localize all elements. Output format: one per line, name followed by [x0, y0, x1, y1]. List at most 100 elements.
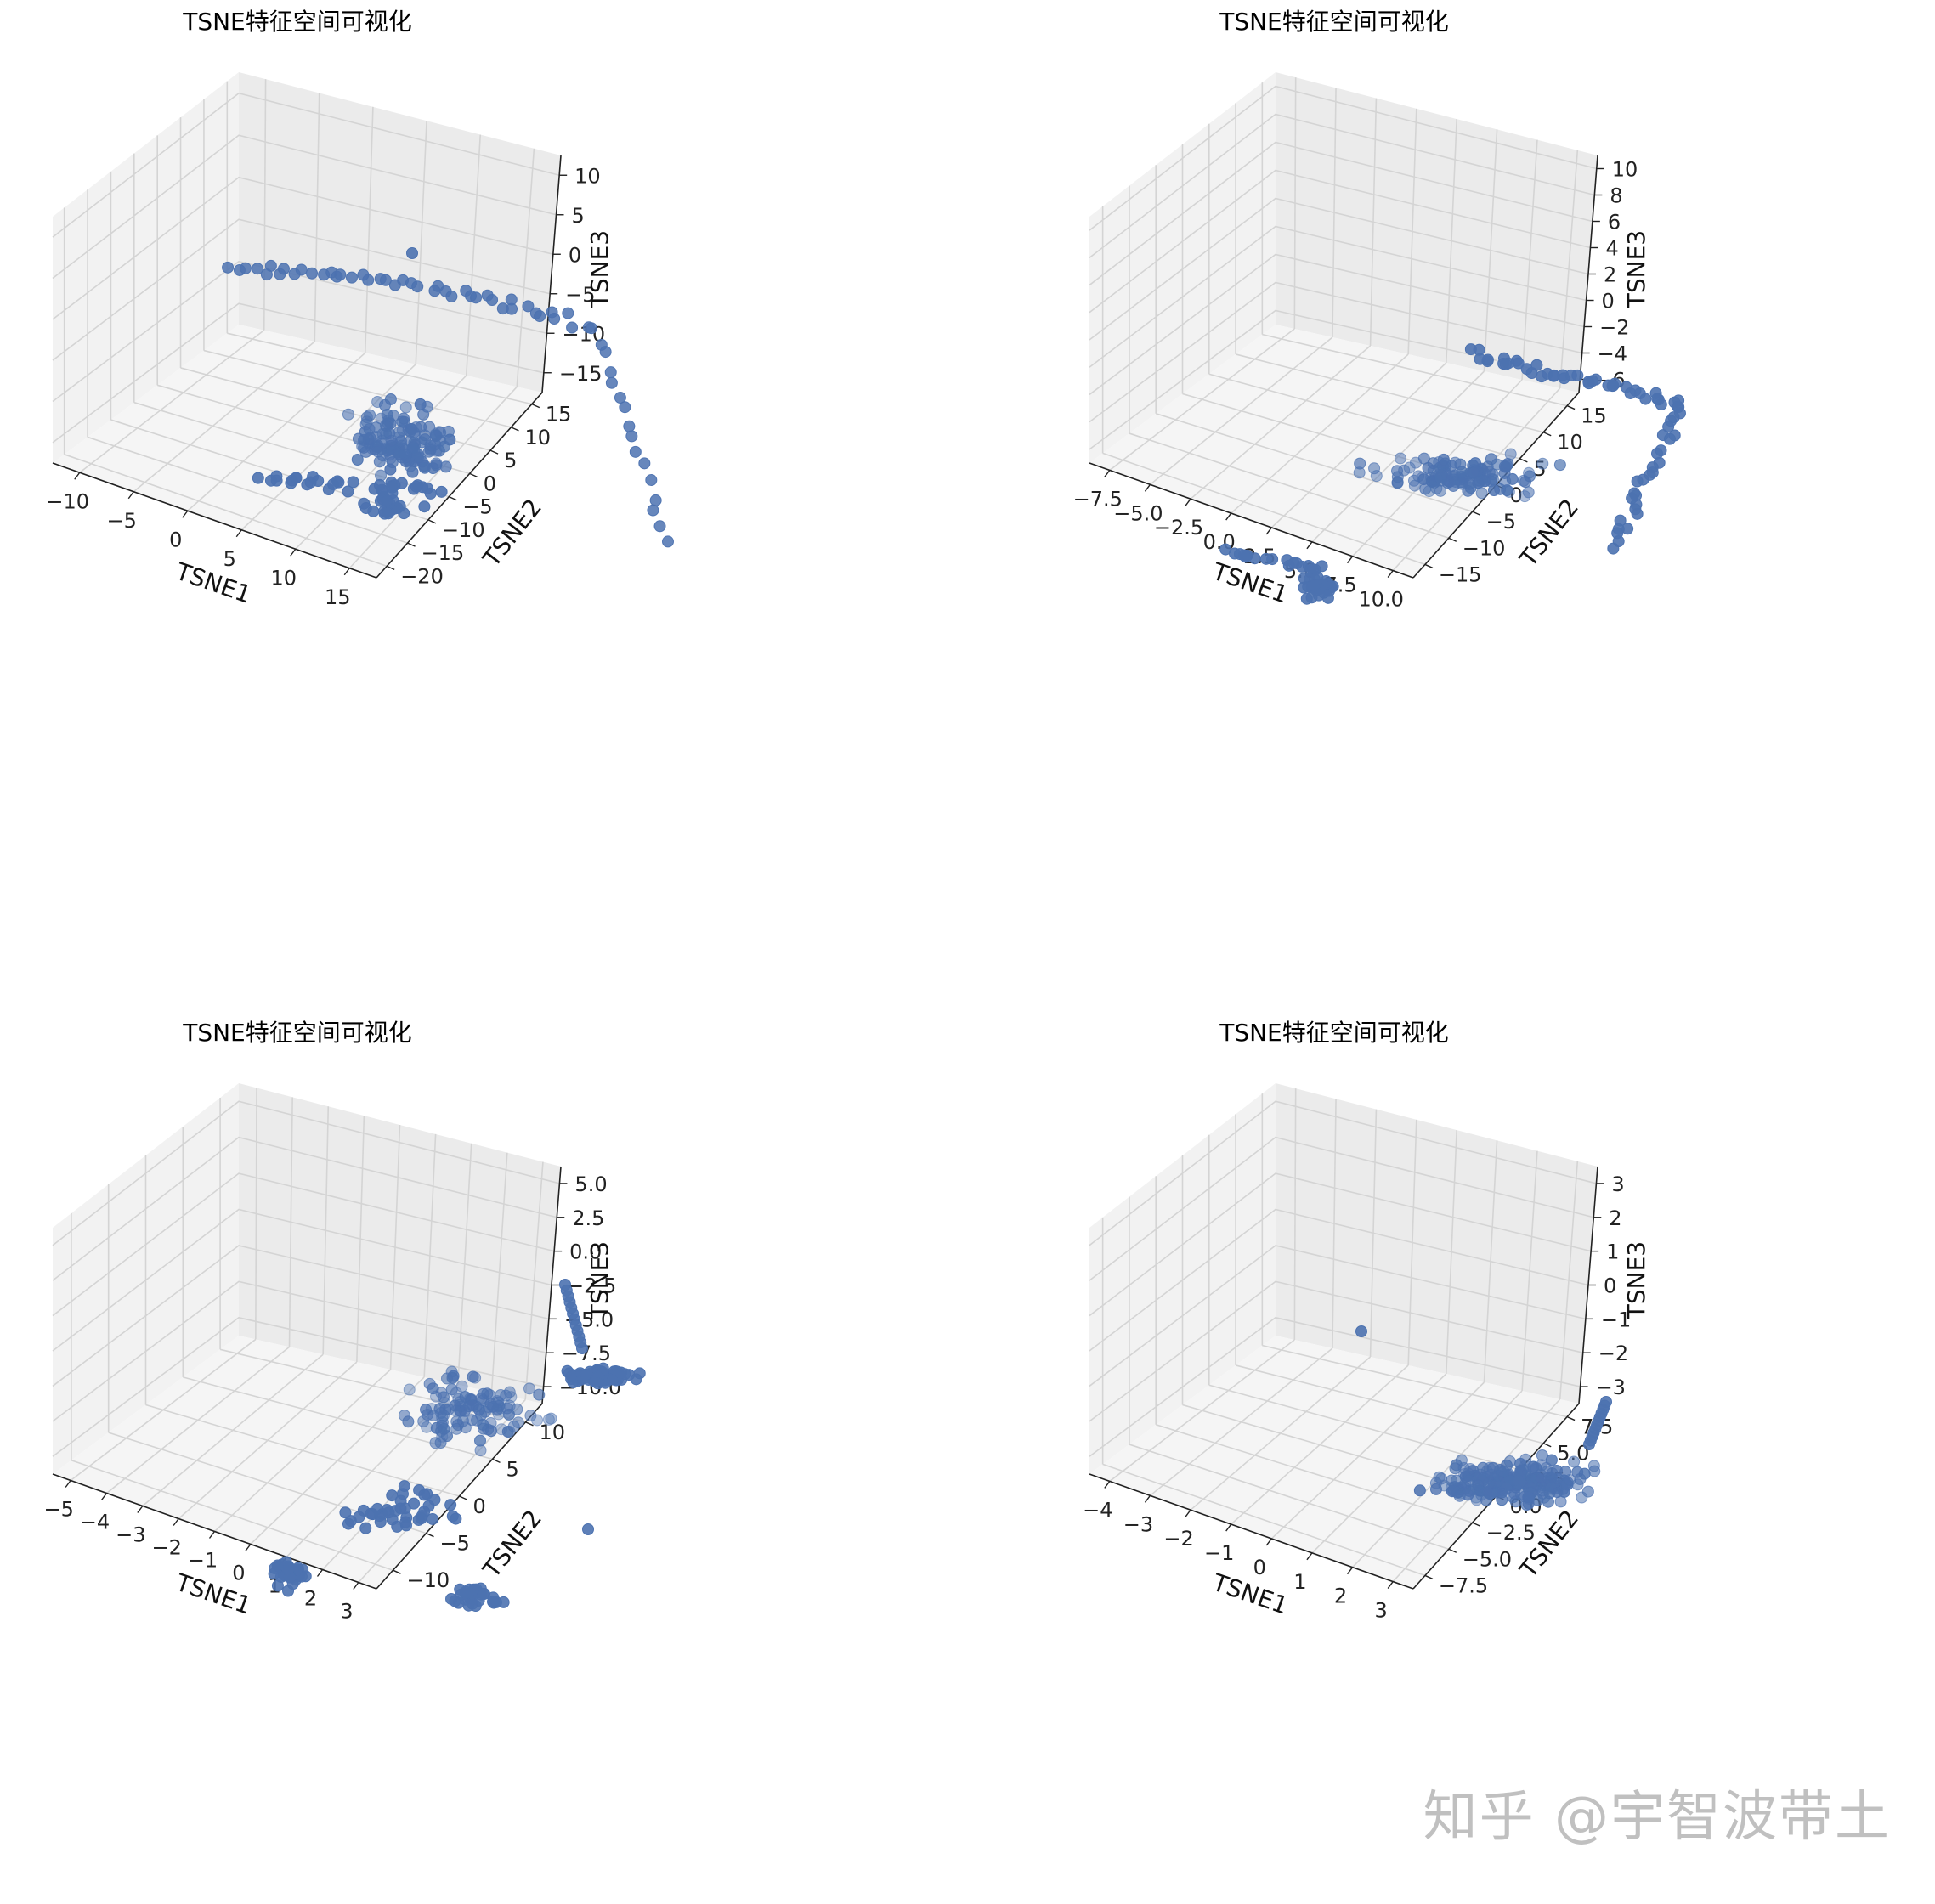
- y-tick-label: −10: [442, 518, 485, 542]
- scatter-point: [423, 1377, 436, 1390]
- scatter-point: [446, 1371, 459, 1384]
- scatter-point: [565, 1370, 578, 1382]
- x-tick-label: 10.0: [1358, 588, 1403, 612]
- x-tick: [353, 1582, 359, 1590]
- scatter-point: [1498, 460, 1511, 473]
- scatter-point: [629, 445, 642, 458]
- scatter-point: [408, 427, 421, 439]
- scatter-point: [277, 263, 290, 275]
- z-tick-label: −1: [1601, 1308, 1631, 1331]
- back-pane: [239, 72, 561, 393]
- scatter-point: [420, 1404, 433, 1416]
- scatter-point: [1514, 1465, 1527, 1477]
- scatter-point: [402, 1415, 415, 1428]
- x-tick: [235, 529, 242, 538]
- grid-line: [52, 1245, 550, 1387]
- grid-line: [52, 1100, 560, 1246]
- scatter-point: [373, 455, 386, 468]
- grid-line: [52, 1136, 557, 1281]
- grid-line: [1089, 1136, 1594, 1281]
- y-tick: [525, 1421, 534, 1427]
- y-tick-label: 0: [473, 1494, 486, 1518]
- scatter-point: [332, 476, 345, 489]
- x-tick: [1225, 1523, 1232, 1532]
- scatter-point: [1394, 452, 1406, 465]
- x-tick: [1185, 498, 1191, 506]
- scatter-point: [421, 400, 433, 413]
- scatter-point: [427, 1512, 439, 1525]
- x-tick-label: −3: [116, 1523, 145, 1547]
- scatter-point: [434, 1437, 447, 1449]
- scatter-point: [649, 494, 662, 506]
- z-tick-label: −2.5: [567, 1274, 616, 1298]
- scatter-point: [1571, 369, 1584, 381]
- x-tick-label: −1: [1204, 1541, 1234, 1565]
- grid-line: [203, 349, 512, 428]
- scatter-point: [1600, 1396, 1612, 1408]
- scatter-point: [295, 263, 308, 276]
- z-tick-label: 5: [572, 204, 585, 228]
- grid-line: [348, 386, 518, 569]
- scatter-point: [653, 520, 666, 533]
- scatter-point: [1502, 485, 1515, 498]
- z-tick-label: 2.5: [572, 1206, 604, 1230]
- scatter-point: [450, 1512, 462, 1525]
- scatter-point: [398, 448, 410, 460]
- grid-line: [52, 302, 545, 444]
- x-tick: [100, 1493, 108, 1500]
- scatter-point: [445, 1383, 458, 1396]
- y-tick: [1542, 432, 1552, 437]
- scatter-point: [363, 438, 376, 450]
- y-tick-label: 5: [506, 1457, 519, 1481]
- chart-title: TSNE特征空间可视化: [182, 8, 412, 36]
- scatter-point: [566, 321, 579, 334]
- grid-line: [52, 1172, 555, 1317]
- scatter-point: [1631, 507, 1644, 520]
- scatter-point: [384, 463, 397, 476]
- scatter-point: [378, 507, 391, 520]
- scatter-point: [599, 346, 612, 359]
- x-tick-label: 2: [304, 1587, 317, 1611]
- scatter-point: [1551, 1486, 1564, 1499]
- x-tick: [1265, 1538, 1272, 1546]
- scatter-point: [1491, 1469, 1504, 1482]
- y-tick-label: 0: [1510, 483, 1523, 507]
- z-tick-label: 10: [1612, 158, 1638, 182]
- scatter-point: [381, 494, 393, 507]
- x-tick-label: 3: [1375, 1599, 1388, 1623]
- scatter-point: [1550, 1465, 1563, 1477]
- x-tick: [1347, 556, 1354, 564]
- z-tick-label: 0: [569, 243, 581, 267]
- scatter-point: [406, 247, 418, 259]
- grid-line: [1102, 452, 1426, 566]
- scatter-point: [291, 1562, 304, 1574]
- scatter-point: [435, 485, 448, 498]
- scatter-point: [500, 1389, 512, 1402]
- x-axis-label: TSNE1: [1208, 1568, 1292, 1619]
- y-tick-label: −5: [1486, 510, 1516, 534]
- scatter-point: [1536, 457, 1549, 470]
- y-tick-label: −10: [1463, 536, 1506, 560]
- x-axis-label: TSNE1: [172, 557, 255, 608]
- scatter-point: [239, 262, 252, 274]
- scatter-point: [1307, 579, 1320, 592]
- z-axis-line: [541, 155, 562, 393]
- scatter-point: [339, 1506, 352, 1519]
- x-tick: [182, 510, 189, 518]
- grid-line: [1155, 1424, 1473, 1523]
- z-axis-label: TSNE3: [1622, 1241, 1650, 1319]
- z-tick-label: 0: [1602, 290, 1615, 314]
- scatter-point: [1588, 1465, 1601, 1477]
- z-tick-label: −5: [565, 283, 595, 307]
- scatter-point: [466, 1597, 478, 1610]
- z-tick-label: −2: [1599, 316, 1629, 340]
- x-tick-label: −1: [188, 1549, 218, 1573]
- scatter-point: [1413, 1484, 1426, 1497]
- scatter-point: [359, 1522, 372, 1534]
- x-tick: [290, 548, 297, 557]
- scatter-point: [418, 429, 431, 442]
- x-tick: [316, 1569, 324, 1577]
- scatter-point: [301, 478, 314, 491]
- grid-line: [87, 436, 408, 544]
- scatter-point: [533, 1388, 546, 1401]
